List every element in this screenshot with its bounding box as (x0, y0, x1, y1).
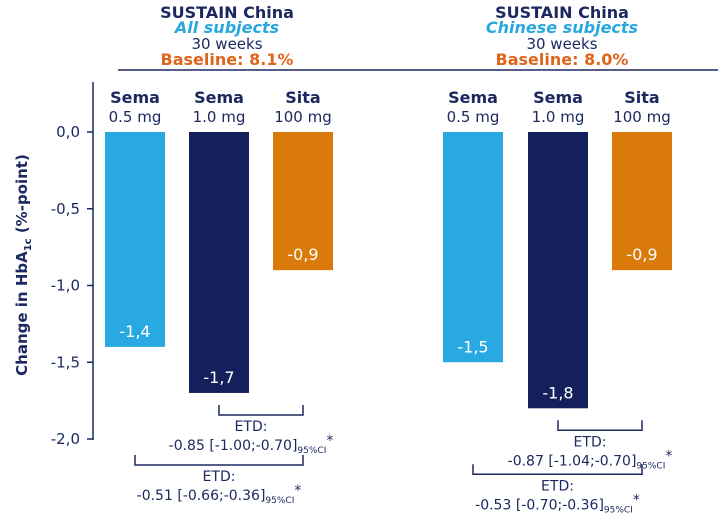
etd-bracket (134, 454, 304, 466)
category-name: Sita (624, 88, 659, 107)
bar (105, 132, 165, 347)
panel-subtitle-left: All subjects (173, 18, 279, 37)
y-axis-title-unit: (%-point) (13, 154, 31, 238)
y-tick-label: -2,0 (51, 430, 80, 448)
y-tick-label: -1,0 (51, 277, 80, 295)
etd-star: * (665, 448, 672, 464)
panel-baseline-left: Baseline: 8.1% (161, 50, 294, 69)
panel-title-left: SUSTAIN China (160, 3, 294, 22)
category-dose: 0.5 mg (109, 108, 162, 126)
etd-value: -0.51 [-0.66;-0.36]95%CI* (137, 483, 302, 506)
bar-value-label: -1,5 (457, 337, 488, 356)
etd-ci-subscript: 95%CI (636, 461, 665, 471)
etd-bracket (557, 420, 643, 432)
category-dose: 100 mg (613, 108, 671, 126)
category-dose: 0.5 mg (447, 108, 500, 126)
etd-bracket (472, 464, 643, 476)
bar-value-label: -1,8 (542, 383, 573, 402)
etd-label: ETD: (203, 469, 236, 485)
category-name: Sita (285, 88, 320, 107)
bar-value-label: -0,9 (287, 245, 318, 264)
y-tick-label: 0,0 (56, 123, 80, 141)
bar (612, 132, 672, 271)
category-name: Sema (110, 88, 160, 107)
category-name: Sema (194, 88, 244, 107)
category-dose: 100 mg (274, 108, 332, 126)
etd-label: ETD: (574, 434, 607, 450)
panel-duration-right: 30 weeks (526, 35, 597, 53)
bar (528, 132, 588, 409)
bar (189, 132, 249, 393)
etd-star: * (633, 492, 640, 508)
bar-value-label: -0,9 (626, 245, 657, 264)
panel-duration-left: 30 weeks (191, 35, 262, 53)
category-name: Sema (448, 88, 498, 107)
y-axis-title: Change in HbA1c (%-point) (13, 154, 34, 376)
y-tick-label: -0,5 (51, 200, 80, 218)
category-dose: 1.0 mg (193, 108, 246, 126)
category-dose: 1.0 mg (532, 108, 585, 126)
panel-baseline-right: Baseline: 8.0% (496, 50, 629, 69)
etd-value: -0.85 [-1.00;-0.70]95%CI* (169, 433, 334, 456)
etd-label: ETD: (235, 419, 268, 435)
y-axis-title-main: Change in HbA (13, 251, 31, 376)
etd-ci-subscript: 95%CI (297, 446, 326, 456)
etd-star: * (326, 433, 333, 449)
y-ticks: 0,0 -0,5 -1,0 -1,5 -2,0 (51, 123, 93, 448)
panel-header-left: SUSTAIN China All subjects 30 weeks Base… (160, 3, 294, 69)
y-axis-title-subscript: 1c (23, 238, 34, 251)
etd-value: -0.53 [-0.70;-0.36]95%CI* (475, 492, 640, 515)
category-name: Sema (533, 88, 583, 107)
y-tick-label: -1,5 (51, 353, 80, 371)
etd-bracket (218, 404, 304, 416)
panel-header-right: SUSTAIN China Chinese subjects 30 weeks … (486, 3, 638, 69)
bar (443, 132, 503, 363)
bar-value-label: -1,7 (203, 368, 234, 387)
bars: -1,4 -1,7 -0,9 -1,5 -1,8 -0,9 (105, 132, 672, 409)
etd-value: -0.87 [-1.04;-0.70]95%CI* (508, 448, 673, 471)
panel-subtitle-right: Chinese subjects (486, 18, 638, 37)
bar-value-label: -1,4 (119, 322, 150, 341)
etd-ci-subscript: 95%CI (604, 505, 633, 515)
etd-annotations: ETD:-0.85 [-1.00;-0.70]95%CI*ETD:-0.51 [… (134, 404, 673, 515)
bar (273, 132, 333, 271)
etd-ci-subscript: 95%CI (265, 496, 294, 506)
etd-label: ETD: (541, 478, 574, 494)
etd-star: * (294, 483, 301, 499)
panel-title-right: SUSTAIN China (495, 3, 629, 22)
